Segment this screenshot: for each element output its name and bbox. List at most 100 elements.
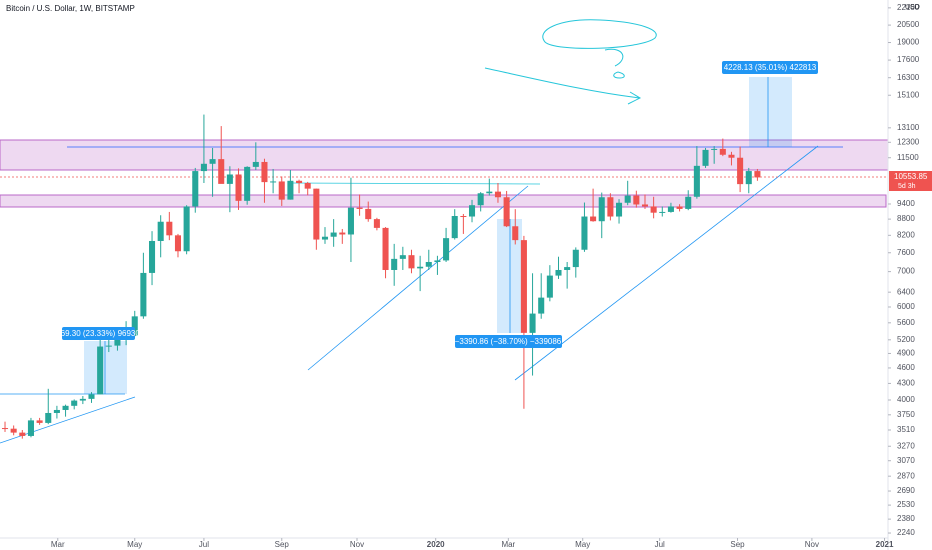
candle-body <box>382 227 389 270</box>
candle-body <box>477 193 484 206</box>
x-tick-label: May <box>575 540 590 549</box>
candle-body <box>192 171 199 207</box>
candle-body <box>296 180 303 184</box>
candle-body <box>641 204 649 207</box>
measure-label-box <box>455 335 562 348</box>
scribble-arrow <box>484 67 642 105</box>
candle-body <box>633 195 640 205</box>
candles <box>1 114 761 439</box>
y-tick-label: 3270 <box>897 441 915 450</box>
candle-body <box>244 166 251 201</box>
y-tick-label: 3510 <box>897 425 915 434</box>
candle-body <box>252 161 259 167</box>
y-tick-label: 8800 <box>897 214 915 223</box>
candle-body <box>572 249 579 268</box>
candle-body <box>183 206 190 252</box>
horizontal-line <box>289 182 541 185</box>
candle-body <box>235 174 242 201</box>
measure-box <box>749 77 792 147</box>
candle-body <box>607 197 614 217</box>
candle-body <box>330 232 337 237</box>
y-tick-label: 2690 <box>897 486 915 495</box>
candle-body <box>1 428 9 430</box>
candle-body <box>157 221 164 241</box>
candle-body <box>650 206 657 213</box>
candle-body <box>27 420 34 436</box>
candle-body <box>200 163 207 172</box>
candle-body <box>140 272 147 317</box>
support-zone <box>0 194 887 208</box>
y-tick-label: 17600 <box>897 55 920 64</box>
candle-body <box>676 206 683 209</box>
candle-body <box>339 232 346 235</box>
candle-body <box>581 216 588 250</box>
y-tick-label: 12300 <box>897 137 920 146</box>
candle-body <box>356 207 363 209</box>
candle-body <box>45 412 52 423</box>
candle-body <box>719 148 726 155</box>
candle-body <box>166 221 173 236</box>
candle-body <box>624 195 631 203</box>
candle-body <box>417 266 424 269</box>
price-tag <box>889 171 932 191</box>
candle-body <box>590 216 597 222</box>
candle-body <box>538 297 545 314</box>
candle-body <box>693 165 700 197</box>
candle-body <box>754 171 761 178</box>
trend-line <box>307 185 529 371</box>
candle-body <box>313 188 320 240</box>
candle-body <box>97 346 104 395</box>
y-tick-label: 7600 <box>897 248 915 257</box>
candle-body <box>702 149 709 166</box>
candle-body <box>373 219 380 228</box>
y-tick-label: 4300 <box>897 379 915 388</box>
y-tick-label: 19000 <box>897 38 920 47</box>
x-tick-label: 2020 <box>427 540 445 549</box>
candle-body <box>321 236 329 240</box>
candle-body <box>287 180 294 200</box>
x-tick-label: May <box>127 540 142 549</box>
candle-body <box>71 400 78 406</box>
candle-body <box>408 255 415 269</box>
y-tick-label: 16300 <box>897 73 920 82</box>
candle-body <box>667 206 674 212</box>
candle-body <box>36 420 43 423</box>
candle-body <box>728 154 735 158</box>
y-tick-label: 20500 <box>897 20 920 29</box>
y-tick-label: 5200 <box>897 335 915 344</box>
candle-body <box>425 261 432 267</box>
y-tick-label: 6400 <box>897 287 915 296</box>
y-tick-label: 22100 <box>897 3 920 12</box>
candle-body <box>512 226 519 241</box>
candle-body <box>659 211 666 213</box>
scribble <box>542 19 657 79</box>
x-tick-label: Mar <box>501 540 515 549</box>
y-tick-label: 4000 <box>897 395 915 404</box>
candle-body <box>737 157 744 185</box>
candle-body <box>399 255 406 259</box>
candle-body <box>105 345 112 347</box>
candle-body <box>494 191 501 198</box>
candle-body <box>174 235 182 252</box>
candle-body <box>598 197 605 222</box>
candle-body <box>149 240 156 273</box>
candle-body <box>503 197 510 227</box>
candle-body <box>529 313 536 333</box>
x-tick-label: Sep <box>275 540 290 549</box>
candle-body <box>62 405 69 410</box>
candle-body <box>347 207 354 235</box>
candle-body <box>616 202 623 217</box>
y-tick-label: 2380 <box>897 514 915 523</box>
candle-body <box>10 428 17 433</box>
y-tick-label: 13100 <box>897 123 920 132</box>
x-tick-label: Nov <box>350 540 364 549</box>
y-tick-label: 3750 <box>897 410 915 419</box>
y-tick-label: 4900 <box>897 349 915 358</box>
candle-body <box>270 181 277 183</box>
candle-body <box>304 183 311 189</box>
x-tick-label: Nov <box>805 540 819 549</box>
candle-body <box>131 316 138 336</box>
candle-body <box>685 196 692 209</box>
candle-body <box>114 337 121 346</box>
